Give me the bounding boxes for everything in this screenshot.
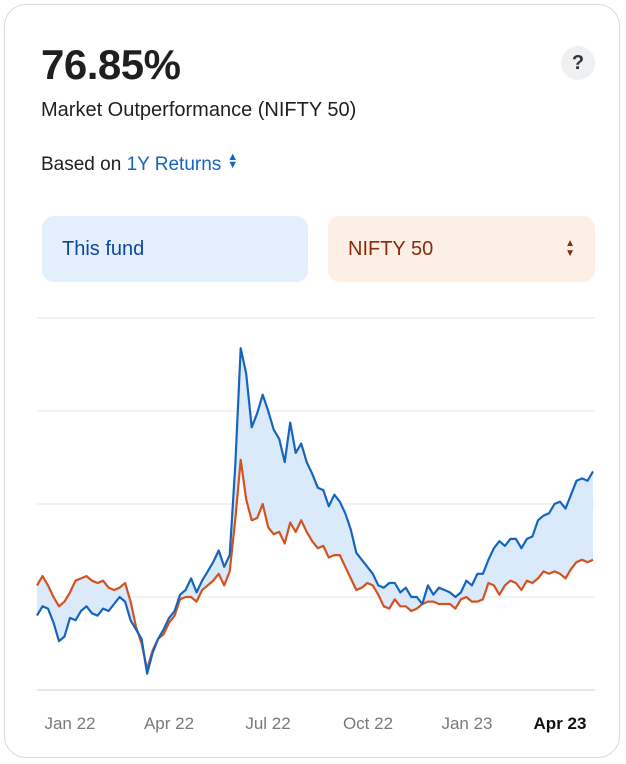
x-axis-ticks: Jan 22 Apr 22 Jul 22 Oct 22 Jan 23 Apr 23	[44, 714, 586, 733]
returns-period-row: Based on 1Y Returns ▲ ▼	[41, 151, 239, 176]
sort-arrows-icon[interactable]: ▲ ▼	[565, 238, 575, 259]
returns-period-value[interactable]: 1Y Returns	[126, 154, 222, 175]
this-fund-label: This fund	[62, 238, 145, 260]
outperformance-value: 76.85%	[41, 41, 181, 88]
benchmark-line	[36, 458, 594, 671]
returns-period-select[interactable]: 1Y Returns ▲ ▼	[126, 151, 239, 176]
outperformance-subtitle: Market Outperformance (NIFTY 50)	[41, 99, 357, 121]
outperformance-area	[37, 348, 593, 674]
x-tick-label: Apr 22	[144, 714, 194, 733]
x-tick-label: Jan 22	[44, 714, 95, 733]
fund-line	[36, 347, 594, 675]
x-tick-label: Jul 22	[245, 714, 290, 733]
help-icon[interactable]: ?	[561, 46, 595, 80]
x-tick-label: Oct 22	[343, 714, 393, 733]
outperformance-card: 76.85% Market Outperformance (NIFTY 50) …	[4, 4, 620, 758]
returns-prefix: Based on	[41, 154, 122, 175]
x-tick-label: Apr 23	[534, 714, 587, 733]
this-fund-toggle[interactable]: This fund	[42, 216, 308, 282]
benchmark-label: NIFTY 50	[348, 238, 434, 260]
benchmark-select[interactable]: NIFTY 50 ▲ ▼	[328, 216, 595, 282]
x-tick-label: Jan 23	[441, 714, 492, 733]
sort-arrows-icon[interactable]: ▲ ▼	[227, 151, 239, 171]
